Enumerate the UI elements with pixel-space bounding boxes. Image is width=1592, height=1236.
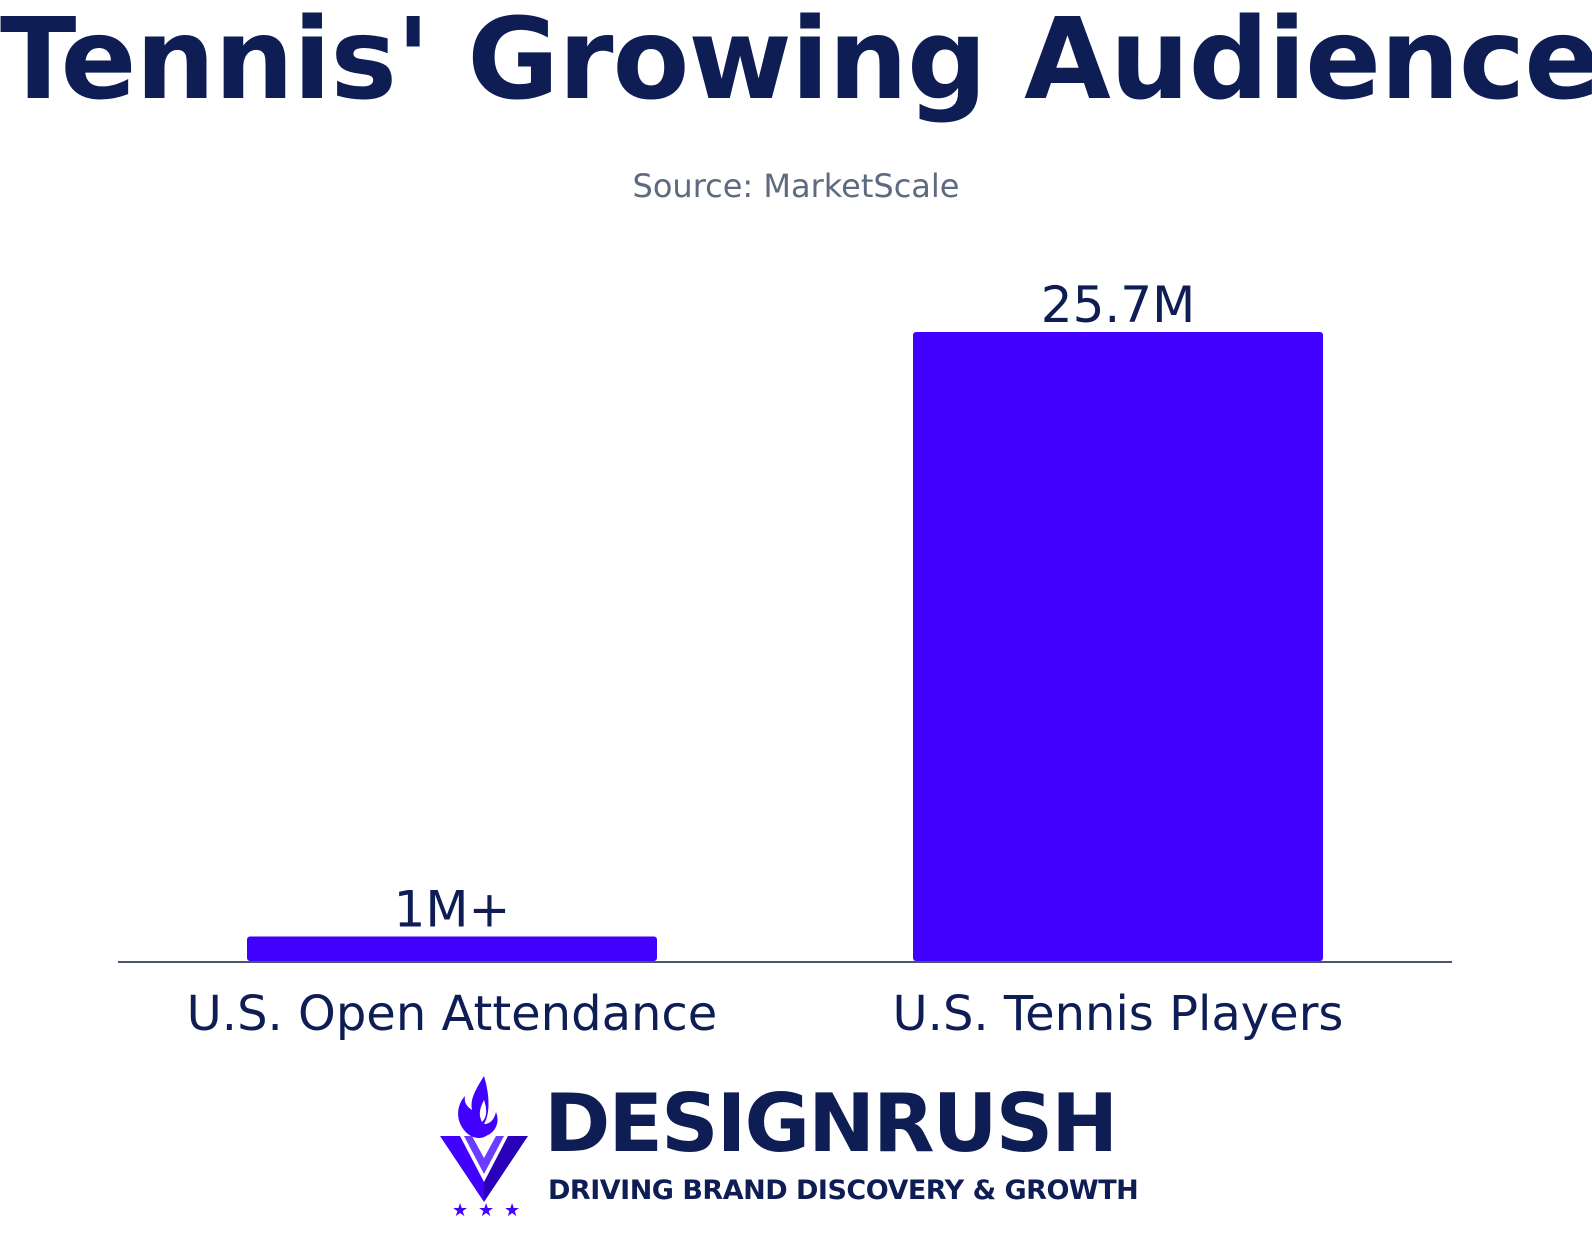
value-label-1: 25.7M	[1041, 276, 1195, 334]
svg-text:★: ★	[504, 1200, 520, 1219]
chart-title: Tennis' Growing Audience	[0, 0, 1592, 125]
flame-shield-icon: ★ ★ ★	[440, 1076, 528, 1219]
category-label-1: U.S. Tennis Players	[893, 986, 1344, 1042]
bar-chart: 1M+ U.S. Open Attendance 25.7M U.S. Tennis …	[118, 276, 1452, 1042]
svg-text:★: ★	[478, 1200, 494, 1219]
brand-name: DESIGNRUSH	[544, 1077, 1118, 1170]
bar-0	[247, 936, 657, 961]
value-label-0: 1M+	[394, 881, 511, 939]
bar-1	[913, 332, 1323, 961]
brand-tagline: DRIVING BRAND DISCOVERY & GROWTH	[548, 1175, 1139, 1206]
svg-text:★: ★	[452, 1200, 468, 1219]
category-label-0: U.S. Open Attendance	[187, 986, 718, 1042]
designrush-logo: ★ ★ ★ DESIGNRUSH DRIVING BRAND DISCOVERY…	[440, 1074, 1140, 1224]
chart-source: Source: MarketScale	[632, 167, 960, 205]
